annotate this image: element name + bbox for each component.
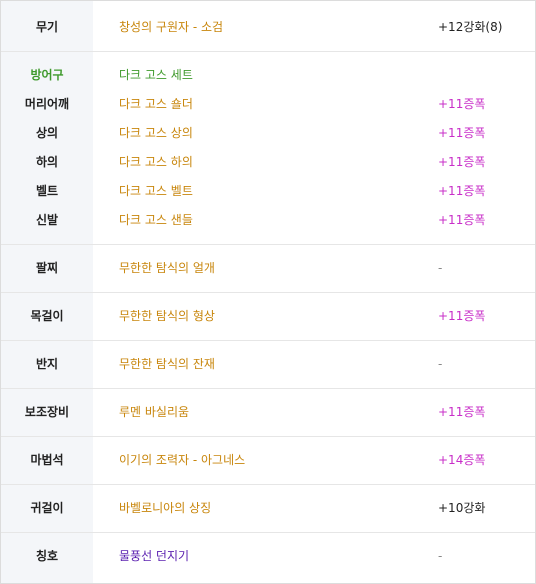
necklace-name[interactable]: 무한한 탐식의 형상 bbox=[119, 309, 215, 323]
belt-name[interactable]: 다크 고스 벨트 bbox=[119, 184, 193, 198]
shoulder-slot-label: 머리어깨 bbox=[24, 97, 70, 111]
bracelet-name[interactable]: 무한한 탐식의 얼개 bbox=[119, 261, 215, 275]
magicstone-name[interactable]: 이기의 조력자 - 아그네스 bbox=[119, 453, 246, 467]
weapon-slot-label: 무기 bbox=[35, 20, 59, 34]
top-enhance: +11증폭 bbox=[438, 126, 486, 140]
divider bbox=[1, 388, 535, 389]
bottom-enhance: +11증폭 bbox=[438, 155, 486, 169]
shoulder-enhance: +11증폭 bbox=[438, 97, 486, 111]
bottom-name[interactable]: 다크 고스 하의 bbox=[119, 155, 193, 169]
top-slot-label: 상의 bbox=[35, 126, 59, 140]
divider bbox=[1, 51, 535, 52]
necklace-enhance: +11증폭 bbox=[438, 309, 486, 323]
magicstone-enhance: +14증폭 bbox=[438, 453, 486, 467]
divider bbox=[1, 484, 535, 485]
necklace-slot-label: 목걸이 bbox=[30, 309, 64, 323]
magicstone-slot-label: 마법석 bbox=[30, 453, 64, 467]
subweapon-enhance: +11증폭 bbox=[438, 405, 486, 419]
earring-enhance: +10강화 bbox=[438, 501, 486, 515]
divider bbox=[1, 532, 535, 533]
ring-slot-label: 반지 bbox=[35, 357, 59, 371]
belt-slot-label: 벨트 bbox=[35, 184, 59, 198]
subweapon-name[interactable]: 루멘 바실리움 bbox=[119, 405, 190, 419]
bottom-slot-label: 하의 bbox=[35, 155, 59, 169]
divider bbox=[1, 436, 535, 437]
belt-enhance: +11증폭 bbox=[438, 184, 486, 198]
shoulder-name[interactable]: 다크 고스 숄더 bbox=[119, 97, 193, 111]
title-name[interactable]: 물풍선 던지기 bbox=[119, 549, 190, 563]
shoes-slot-label: 신발 bbox=[35, 213, 59, 227]
divider bbox=[1, 292, 535, 293]
title-enhance: - bbox=[438, 549, 443, 563]
ring-name[interactable]: 무한한 탐식의 잔재 bbox=[119, 357, 215, 371]
bracelet-enhance: - bbox=[438, 261, 443, 275]
top-name[interactable]: 다크 고스 상의 bbox=[119, 126, 193, 140]
subweapon-slot-label: 보조장비 bbox=[24, 405, 70, 419]
armor-set-label: 방어구 bbox=[30, 68, 64, 82]
bracelet-slot-label: 팔찌 bbox=[35, 261, 59, 275]
ring-enhance: - bbox=[438, 357, 443, 371]
shoes-enhance: +11증폭 bbox=[438, 213, 486, 227]
shoes-name[interactable]: 다크 고스 샌들 bbox=[119, 213, 193, 227]
title-slot-label: 칭호 bbox=[35, 549, 59, 563]
earring-name[interactable]: 바벨로니아의 상징 bbox=[119, 501, 212, 515]
divider bbox=[1, 244, 535, 245]
divider bbox=[1, 340, 535, 341]
weapon-enhance: +12강화(8) bbox=[438, 20, 503, 34]
armor-set-name[interactable]: 다크 고스 세트 bbox=[119, 68, 193, 82]
weapon-name[interactable]: 창성의 구원자 - 소검 bbox=[119, 20, 224, 34]
earring-slot-label: 귀걸이 bbox=[30, 501, 64, 515]
